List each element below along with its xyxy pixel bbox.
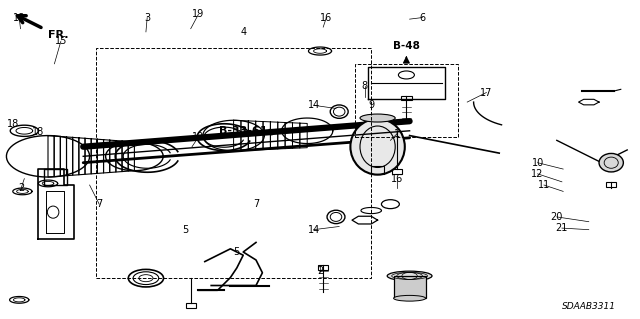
Text: FR.: FR.	[48, 30, 68, 40]
Text: 8: 8	[362, 81, 368, 91]
Text: 15: 15	[54, 36, 67, 47]
Text: 7: 7	[253, 199, 259, 209]
Text: 3: 3	[144, 12, 150, 23]
Text: B-33-61: B-33-61	[219, 126, 268, 136]
Text: 18: 18	[6, 119, 19, 130]
Ellipse shape	[387, 271, 432, 281]
Text: 20: 20	[550, 212, 563, 222]
Text: 17: 17	[480, 87, 493, 98]
Text: 2: 2	[18, 183, 24, 193]
Text: 4: 4	[240, 27, 246, 37]
Text: SDAAB3311: SDAAB3311	[562, 302, 616, 311]
Bar	[318, 265, 328, 270]
Bar	[394, 276, 426, 298]
Text: 14: 14	[307, 225, 320, 235]
Bar	[606, 182, 616, 187]
Text: 5: 5	[234, 247, 240, 257]
Text: 16: 16	[390, 174, 403, 184]
Ellipse shape	[394, 295, 426, 301]
Text: 5: 5	[182, 225, 189, 235]
Bar	[96, 48, 371, 278]
Text: 6: 6	[419, 12, 426, 23]
Bar	[355, 64, 458, 137]
Text: 13: 13	[192, 132, 205, 142]
Text: B-48: B-48	[393, 41, 420, 51]
Text: 10: 10	[531, 158, 544, 168]
Bar	[392, 169, 402, 174]
Bar	[186, 303, 196, 308]
Ellipse shape	[599, 153, 623, 172]
Ellipse shape	[351, 119, 404, 174]
Text: 2: 2	[317, 266, 323, 276]
Text: 18: 18	[32, 127, 45, 137]
Text: 11: 11	[538, 180, 550, 190]
Text: 14: 14	[307, 100, 320, 110]
Bar	[401, 96, 412, 100]
Ellipse shape	[360, 114, 396, 122]
Text: 21: 21	[556, 223, 568, 233]
Text: 1: 1	[394, 129, 400, 139]
Text: 7: 7	[96, 199, 102, 209]
Text: 12: 12	[531, 169, 544, 179]
Text: 16: 16	[320, 12, 333, 23]
Text: 18: 18	[13, 12, 26, 23]
Text: 19: 19	[192, 9, 205, 19]
Text: 9: 9	[368, 100, 374, 110]
